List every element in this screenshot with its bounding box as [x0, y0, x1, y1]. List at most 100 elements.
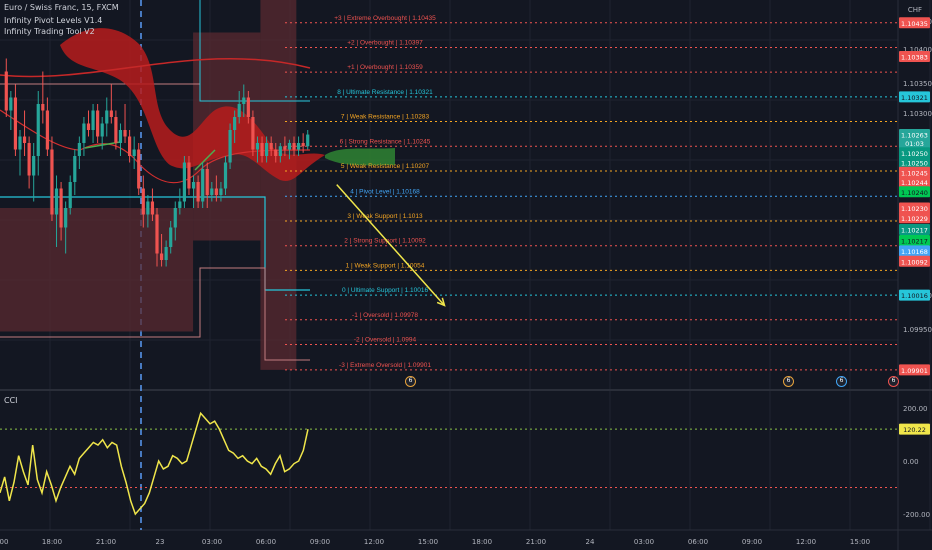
candle-body: [237, 104, 241, 117]
ichimoku-cloud: [0, 28, 395, 184]
price-tag-label: 1.10435: [901, 20, 928, 28]
candle-body: [210, 188, 214, 195]
candle-body: [100, 123, 104, 137]
range-box: [260, 0, 297, 370]
candle-body: [201, 169, 205, 202]
price-tag: [899, 212, 930, 224]
candlesticks[interactable]: [4, 58, 310, 267]
price-tag-label: 1.10168: [901, 248, 928, 256]
price-tag-label: 1.10230: [901, 205, 928, 213]
event-badge-icon[interactable]: 6: [836, 376, 847, 387]
price-tag: [899, 186, 930, 198]
symbol-title[interactable]: Euro / Swiss Franc, 15, FXCM: [4, 3, 119, 12]
price-tag: [899, 245, 930, 257]
trend-arrow-line: [336, 184, 446, 306]
price-tag: [899, 364, 930, 376]
candle-body: [105, 110, 109, 124]
candle-body: [283, 146, 287, 150]
time-axis[interactable]: 00 18:00 21:00 23 03:00 06:00 09:00 12:00 15:00 1…: [0, 538, 870, 546]
cci-line: [0, 411, 309, 516]
candle-body: [127, 136, 132, 156]
time-tick-label: 06:00: [256, 538, 276, 546]
candle-body: [41, 104, 45, 111]
candle-body: [137, 149, 141, 189]
price-tick-label: 1.10400: [903, 46, 932, 54]
time-tick-label: 15:00: [418, 538, 438, 546]
pivot-level-label: 5 | Weak Resistance | 1.10207: [341, 163, 430, 170]
cloud-bear: [60, 28, 325, 181]
time-tick-label: 18:00: [472, 538, 492, 546]
trend-arrow[interactable]: [336, 184, 446, 307]
time-tick-label: 15:00: [850, 538, 870, 546]
event-badge-icon[interactable]: 6: [888, 376, 899, 387]
price-tag-label: 1.10217: [901, 226, 928, 234]
candle-body: [228, 130, 232, 163]
time-tick-label: 12:00: [796, 538, 816, 546]
event-badge-icon[interactable]: 6: [783, 376, 794, 387]
candle-body: [59, 188, 63, 228]
candle-body: [45, 110, 49, 150]
price-tag: [899, 17, 930, 29]
pivot-level-label: 1 | Weak Support | 1.10054: [346, 262, 425, 269]
candle-body: [219, 188, 223, 195]
price-tag: [899, 51, 930, 63]
time-tick-label: 18:00: [42, 538, 62, 546]
candle-body: [77, 143, 81, 156]
candle-body: [4, 71, 8, 111]
pivot-level-label: 4 | Pivot Level | 1.10168: [350, 188, 420, 195]
support-step: [0, 196, 310, 291]
candle-body: [86, 123, 91, 130]
range-box: [0, 208, 194, 332]
candle-body: [118, 130, 123, 143]
candle-body: [269, 143, 273, 150]
pivot-level-label: 2 | Strong Support | 1.10092: [344, 238, 426, 245]
indicator-label-tool[interactable]: Infinity Trading Tool V2: [4, 27, 95, 36]
candle-body: [164, 247, 168, 260]
candle-body: [265, 143, 269, 156]
pivot-level-label: 8 | Ultimate Resistance | 1.10321: [337, 89, 433, 96]
price-tag: [899, 202, 930, 214]
pivot-level-label: +3 | Extreme Overbought | 1.10435: [334, 15, 436, 22]
candle-body: [251, 117, 255, 150]
candle-body: [123, 130, 127, 137]
price-tag-label: 1.10229: [901, 215, 928, 223]
price-axis[interactable]: CHF1.104501.104001.103501.103001.100001.…: [899, 6, 932, 519]
cci-indicator-label[interactable]: CCI: [4, 396, 18, 405]
candle-body: [233, 117, 237, 130]
price-tick-label: 1.09950: [903, 326, 932, 334]
cci-value-tag: [899, 423, 930, 435]
time-tick-label: 09:00: [742, 538, 762, 546]
cci-tick-label: -200.00: [903, 511, 930, 519]
price-tag-label: 1.10263: [901, 132, 928, 140]
time-tick-label: 06:00: [688, 538, 708, 546]
candle-body: [255, 143, 260, 150]
event-badge-icon[interactable]: 6: [405, 376, 416, 387]
pivot-level-label: 0 | Ultimate Support | 1.10016: [342, 287, 429, 294]
cloud-bull: [325, 148, 395, 166]
cci-tick-label: 0.00: [903, 458, 919, 466]
time-tick-label: 21:00: [96, 538, 116, 546]
cci-pane[interactable]: [0, 411, 898, 516]
candle-body: [27, 143, 31, 176]
candle-body: [306, 134, 310, 147]
cci-tick-label: 200.00: [903, 405, 928, 413]
price-tag-label: 1.10383: [901, 54, 928, 62]
range-fills: [0, 0, 310, 370]
candle-body: [114, 117, 118, 143]
range-edge: [0, 267, 310, 361]
candle-body: [287, 143, 292, 150]
indicator-label-pivots[interactable]: Infinity Pivot Levels V1.4: [4, 16, 103, 25]
candle-body: [82, 123, 86, 143]
pivot-level-label: -1 | Oversold | 1.09978: [352, 312, 418, 319]
price-tick-label: 1.10350: [903, 80, 932, 88]
time-tick-label: 23: [156, 538, 165, 546]
candle-body: [196, 182, 200, 202]
candle-body: [292, 143, 296, 150]
candle-body: [141, 188, 145, 215]
candle-body: [54, 188, 59, 215]
price-tag: [899, 91, 930, 103]
candle-body: [223, 162, 228, 189]
candle-body: [205, 169, 209, 195]
